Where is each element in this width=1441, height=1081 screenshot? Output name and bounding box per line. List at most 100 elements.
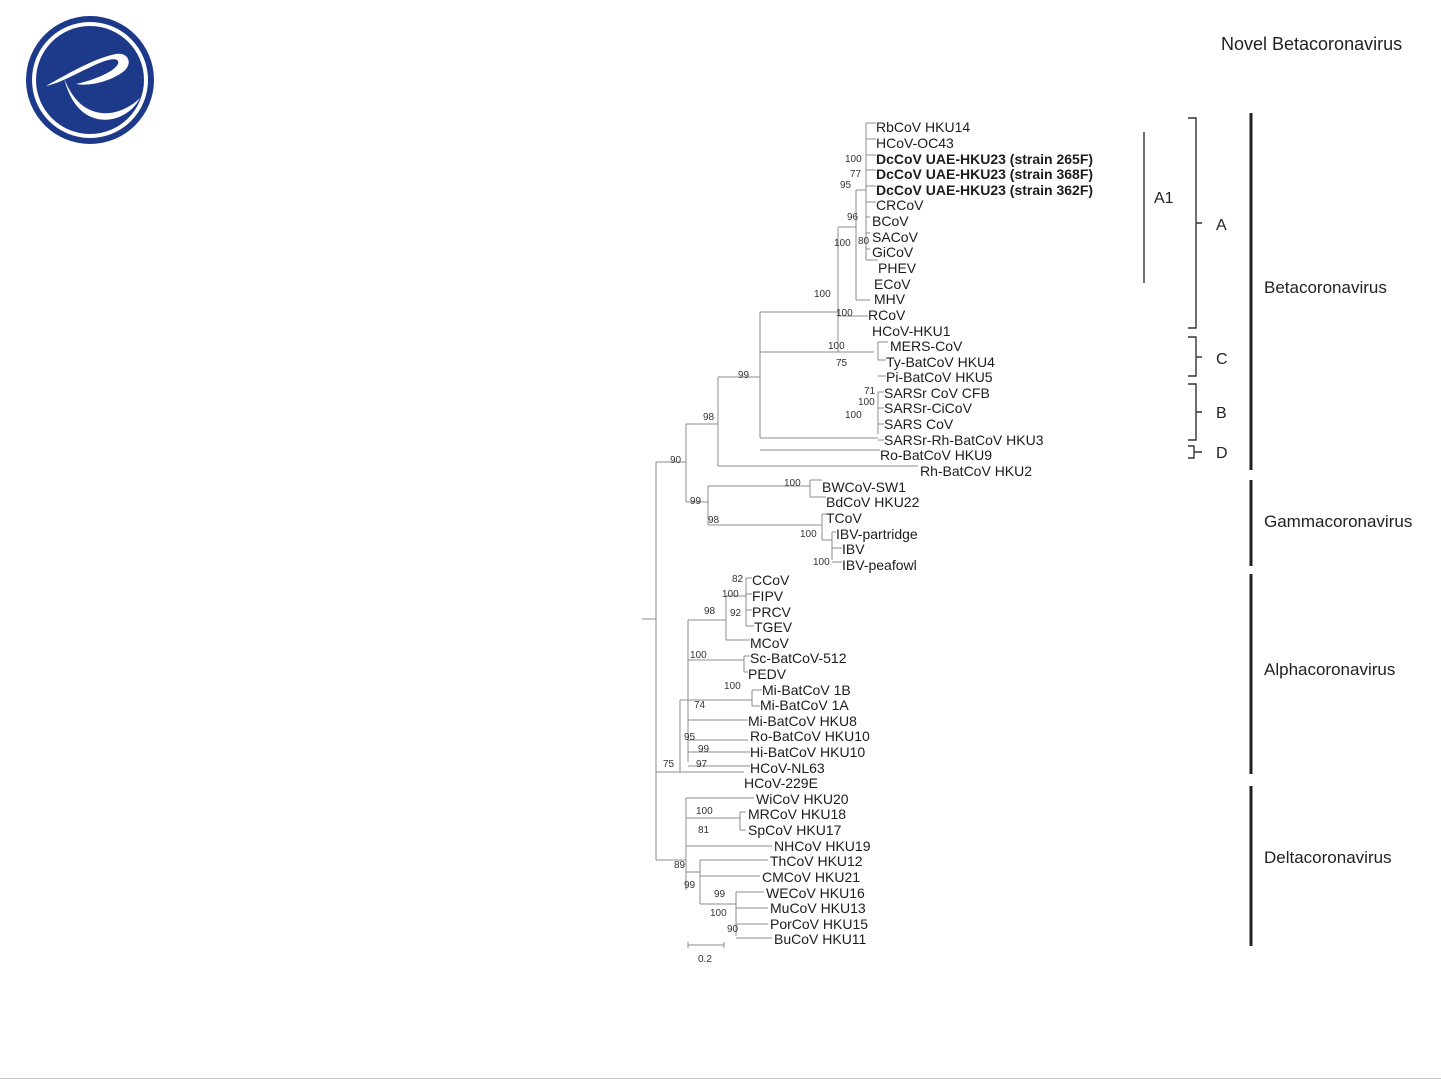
subgroup-label-a1: A1 [1154,190,1174,207]
tip-label: HCoV-NL63 [750,760,825,776]
support-value: 90 [727,924,739,935]
page-header-title: Novel Betacoronavirus [1221,34,1403,54]
support-value: 95 [684,732,696,743]
support-value: 75 [836,358,848,369]
tip-label: BCoV [872,213,909,229]
support-value: 100 [784,478,801,489]
tip-label: MERS-CoV [890,338,963,354]
tip-label: SARSr CoV CFB [884,385,990,401]
tip-label: ThCoV HKU12 [770,853,863,869]
tip-label: SARS CoV [884,416,954,432]
support-value: 100 [828,341,845,352]
support-value: 92 [730,608,742,619]
support-value: 80 [858,236,870,247]
tip-label: TCoV [826,510,862,526]
support-value: 100 [814,289,831,300]
tip-label: IBV [842,541,865,557]
support-value: 100 [858,397,875,408]
support-value: 100 [800,529,817,540]
support-value: 100 [724,681,741,692]
tip-label: CRCoV [876,197,924,213]
support-value: 89 [674,860,686,871]
support-value: 100 [690,650,707,661]
logo-inner-disc [36,26,144,134]
tip-label: Rh-BatCoV HKU2 [920,463,1032,479]
genus-label-gamma: Gammacoronavirus [1264,512,1412,531]
tip-label: RCoV [868,307,906,323]
support-value: 82 [732,574,744,585]
tip-label: TGEV [754,619,793,635]
support-value: 100 [845,410,862,421]
support-value: 90 [670,455,682,466]
support-value: 99 [714,889,726,900]
tip-label: SARSr-CiCoV [884,400,973,416]
bracket-c [1188,336,1202,377]
tree-branches [642,122,918,939]
tip-label: Mi-BatCoV 1A [760,697,849,713]
support-value: 77 [850,169,862,180]
subgroup-label-d: D [1216,445,1228,462]
tip-label: MuCoV HKU13 [770,900,866,916]
tip-label: IBV-partridge [836,526,918,542]
bracket-d [1188,445,1202,459]
scale-bar-label: 0.2 [698,954,712,965]
genus-label-alpha: Alphacoronavirus [1264,660,1395,679]
support-value: 99 [690,496,702,507]
tip-label: ECoV [874,276,911,292]
tip-label: Pi-BatCoV HKU5 [886,369,993,385]
tip-label: DcCoV UAE-HKU23 (strain 265F) [876,151,1093,167]
support-value: 100 [696,806,713,817]
tip-labels: RbCoV HKU14 HCoV-OC43 DcCoV UAE-HKU23 (s… [744,119,1093,947]
support-value: 81 [698,825,710,836]
tip-label: PRCV [752,604,792,620]
publisher-logo [26,16,154,144]
support-value: 98 [708,515,720,526]
tip-label: PEDV [748,666,787,682]
tip-label: SARSr-Rh-BatCoV HKU3 [884,432,1044,448]
support-value: 74 [694,700,706,711]
genus-bars: Betacoronavirus Gammacoronavirus Alphaco… [1249,113,1412,946]
tip-label: DcCoV UAE-HKU23 (strain 362F) [876,182,1093,198]
support-value: 100 [834,238,851,249]
tip-label: Mi-BatCoV HKU8 [748,713,857,729]
subgroup-label-b: B [1216,405,1227,422]
tip-label: MHV [874,291,906,307]
tip-label: BdCoV HKU22 [826,494,920,510]
tip-label: SpCoV HKU17 [748,822,842,838]
support-value: 75 [663,759,675,770]
tip-label: FIPV [752,588,784,604]
tip-label: Sc-BatCoV-512 [750,650,847,666]
support-value: 100 [813,557,830,568]
support-value: 100 [722,589,739,600]
tip-label: WiCoV HKU20 [756,791,849,807]
tip-label: CCoV [752,572,790,588]
tip-label: WECoV HKU16 [766,885,865,901]
tip-label: NHCoV HKU19 [774,838,871,854]
tip-label: BuCoV HKU11 [774,931,867,947]
tip-label: Ro-BatCoV HKU10 [750,728,870,744]
scale-bar-line [687,942,725,948]
tip-label: IBV-peafowl [842,557,917,573]
tip-label: HCoV-HKU1 [872,323,951,339]
support-value: 98 [703,412,715,423]
support-value: 100 [710,908,727,919]
tip-label: BWCoV-SW1 [822,479,906,495]
logo-swirl-icon [46,53,140,120]
support-value: 99 [698,744,710,755]
right-edge-mask [1412,0,1441,1075]
bracket-b [1188,383,1202,441]
tip-label: PorCoV HKU15 [770,916,868,932]
tip-label: HCoV-229E [744,775,818,791]
bottom-divider [0,1078,1441,1079]
support-value: 100 [845,154,862,165]
support-value: 71 [864,386,876,397]
support-value: 95 [840,180,852,191]
support-value: 100 [836,308,853,319]
support-value: 98 [704,606,716,617]
subgroup-label-c: C [1216,351,1228,368]
subgroup-label-a: A [1216,217,1227,234]
support-value: 99 [684,880,696,891]
subgroup-brackets: A1 A C B D [1143,117,1228,462]
support-values: 100 77 95 96 100 80 100 100 100 75 99 71… [663,154,876,935]
tip-label: PHEV [878,260,917,276]
